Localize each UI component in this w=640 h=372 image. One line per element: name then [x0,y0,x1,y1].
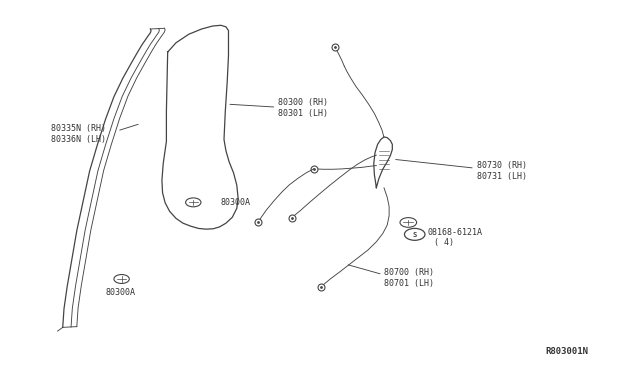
Text: S: S [413,232,417,238]
Text: R803001N: R803001N [546,347,589,356]
Text: 80300 (RH): 80300 (RH) [278,98,328,107]
Circle shape [400,218,417,227]
Text: 80731 (LH): 80731 (LH) [477,172,527,181]
Text: 08168-6121A: 08168-6121A [428,228,483,237]
Text: 80300A: 80300A [106,288,136,296]
Text: 80335N (RH): 80335N (RH) [51,124,106,133]
Circle shape [186,198,201,207]
Text: 80301 (LH): 80301 (LH) [278,109,328,118]
Circle shape [114,275,129,283]
Text: 80336N (LH): 80336N (LH) [51,135,106,144]
Text: 80701 (LH): 80701 (LH) [384,279,434,288]
Text: 80700 (RH): 80700 (RH) [384,268,434,277]
Text: 80300A: 80300A [221,198,251,207]
Text: 80730 (RH): 80730 (RH) [477,161,527,170]
Text: ( 4): ( 4) [434,238,454,247]
